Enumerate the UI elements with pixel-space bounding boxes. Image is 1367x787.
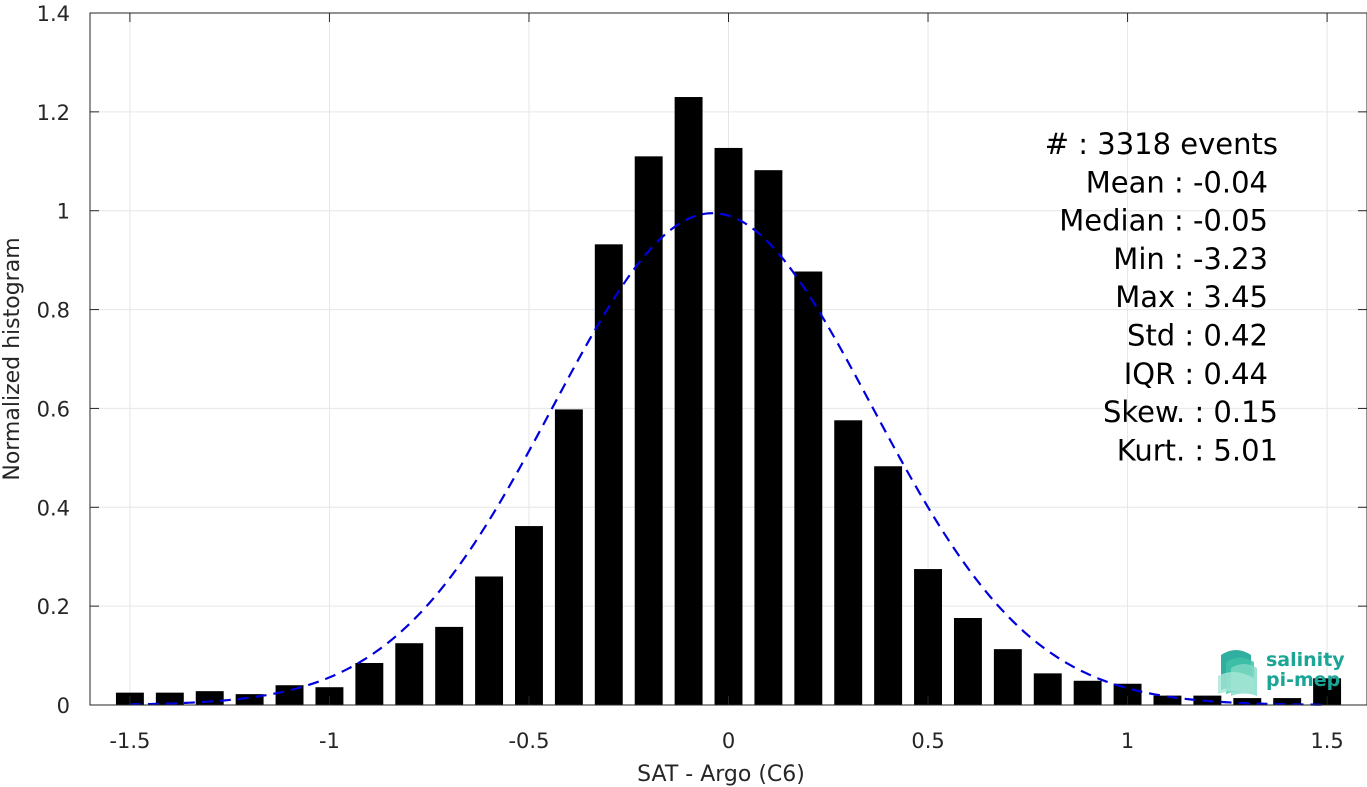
histogram-bar [754,170,783,705]
histogram-bar [914,569,942,705]
histogram-bar [554,409,583,705]
stat-line: Mean : -0.04 [1086,165,1268,199]
y-tick-label: 0 [57,694,70,718]
x-axis-label: SAT - Argo (C6) [637,762,805,787]
histogram-bars [115,97,1342,706]
histogram-bar [794,271,823,705]
y-tick-label: 0.2 [37,595,70,619]
x-tick-label: -0.5 [508,729,549,753]
stat-line: Skew. : 0.15 [1103,395,1278,429]
histogram-bar [275,685,304,705]
histogram-bar [155,692,184,705]
normal-fit-curve [129,212,1328,706]
histogram-bar [435,626,464,705]
histogram-bar [834,420,863,705]
stat-line: Median : -0.05 [1059,204,1268,238]
x-tick-labels: -1.5 -1 -0.5 0 0.5 1 1.5 [109,729,1343,753]
histogram-bar [1153,695,1182,705]
logo-line1: salinity [1266,649,1345,671]
y-tick-label: 1.4 [37,2,70,26]
stat-line: Std : 0.42 [1127,319,1268,353]
histogram-bar [674,97,703,706]
x-tick-label: 0 [722,729,735,753]
logo-line2: pi-mep [1266,669,1340,691]
stat-line: Min : -3.23 [1113,242,1268,276]
histogram-bar [594,244,623,705]
stat-line: IQR : 0.44 [1124,357,1268,391]
stat-line: Kurt. : 5.01 [1117,433,1278,467]
histogram-bar [634,156,663,706]
histogram-bar [993,649,1022,705]
wave-logo-icon [1218,650,1257,696]
x-tick-label: 1 [1121,729,1134,753]
y-tick-label: 0.8 [37,299,70,323]
histogram-bar [235,694,264,705]
histogram-bar [515,526,543,705]
y-tick-label: 0.4 [37,496,70,520]
x-tick-label: -1 [319,729,340,753]
x-tick-label: 1.5 [1310,729,1343,753]
histogram-bar [1033,673,1062,705]
x-tick-label: -1.5 [109,729,150,753]
histogram-bar [475,576,504,705]
stat-line: Max : 3.45 [1115,280,1268,314]
histogram-bar [1233,698,1262,705]
histogram-bar [1073,680,1102,705]
stats-box: # : 3318 events Mean : -0.04 Median : -0.0… [1045,127,1278,467]
y-tick-label: 1.2 [37,101,70,125]
x-tick-label: 0.5 [911,729,944,753]
histogram-bar [874,466,903,705]
histogram-bar [195,691,224,705]
salinity-pimep-logo: salinity pi-mep [1218,649,1345,696]
histogram-bar [355,662,384,705]
histogram-bar [395,643,424,705]
y-tick-label: 1 [57,200,70,224]
stat-line: # : 3318 events [1045,127,1278,161]
y-tick-labels: 0 0.2 0.4 0.6 0.8 1 1.2 1.4 [37,2,70,718]
histogram-bar [1273,698,1302,705]
histogram-bar [953,618,982,705]
axis-ticks [90,12,1367,706]
y-axis-label: Normalized histogram [0,237,25,480]
y-tick-label: 0.6 [37,397,70,421]
histogram-bar [714,147,743,705]
